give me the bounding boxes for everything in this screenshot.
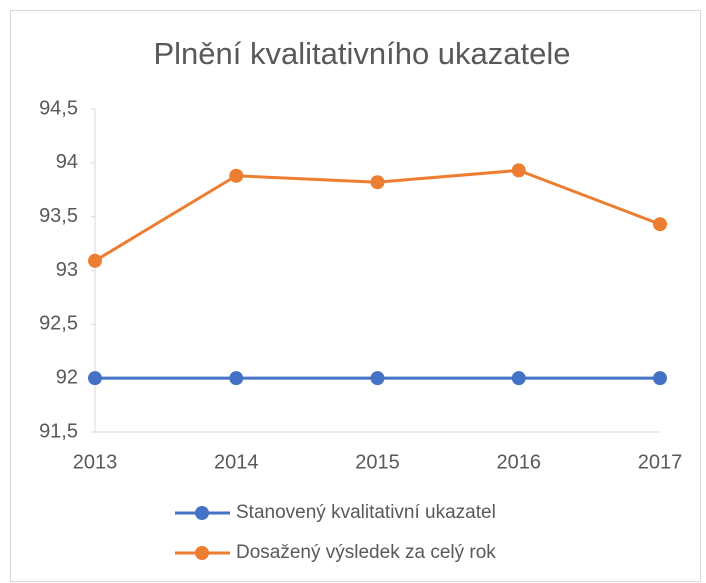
- chart-title: Plnění kvalitativního ukazatele: [153, 36, 570, 71]
- data-point: [653, 217, 667, 232]
- y-tick-label: 91,5: [39, 420, 78, 442]
- data-point: [511, 371, 526, 386]
- y-tick-label: 94,5: [39, 97, 78, 119]
- legend-label: Dosažený výsledek za celý rok: [236, 542, 496, 563]
- data-point: [229, 168, 244, 183]
- data-point: [511, 163, 526, 178]
- y-tick-label: 93: [56, 259, 78, 281]
- chart-frame: [10, 10, 701, 582]
- x-tick-label: 2013: [73, 451, 118, 473]
- data-point: [370, 371, 385, 386]
- y-tick-label: 93,5: [39, 205, 78, 227]
- legend-marker: [195, 546, 209, 560]
- data-point: [653, 371, 667, 386]
- data-point: [370, 175, 385, 190]
- legend-label: Stanovený kvalitativní ukazatel: [236, 502, 496, 523]
- legend-marker: [195, 506, 209, 520]
- y-tick-label: 92: [56, 366, 78, 388]
- x-tick-label: 2016: [497, 451, 542, 473]
- data-point: [88, 371, 102, 386]
- data-point: [88, 253, 102, 268]
- x-tick-label: 2014: [214, 451, 259, 473]
- x-tick-label: 2017: [638, 451, 683, 473]
- data-point: [229, 371, 244, 386]
- x-tick-label: 2015: [355, 451, 400, 473]
- y-tick-label: 92,5: [39, 313, 78, 335]
- y-tick-label: 94: [56, 151, 78, 173]
